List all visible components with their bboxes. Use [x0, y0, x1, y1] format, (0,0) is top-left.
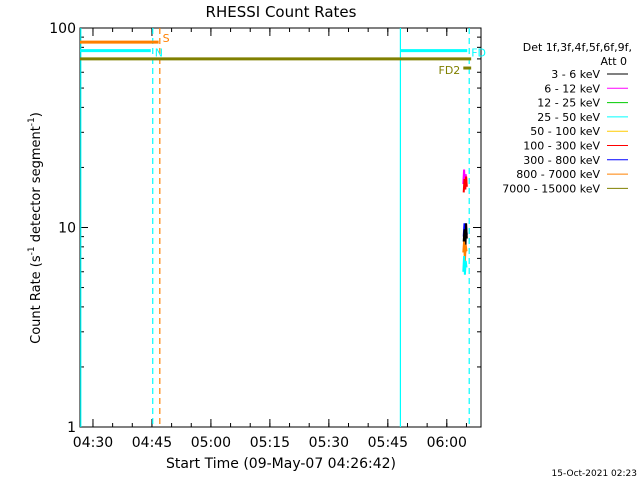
y-axis-label-main: Count Rate (s	[29, 255, 44, 344]
legend-header-detectors: Det 1f,3f,4f,5f,6f,9f,	[523, 41, 632, 54]
flag-label: FD	[471, 47, 486, 60]
x-tick-label: 04:30	[73, 435, 113, 451]
legend-entry-label: 12 - 25 keV	[537, 97, 600, 110]
y-tick-label: 10	[58, 221, 76, 237]
legend-entry-label: 7000 - 15000 keV	[502, 182, 600, 195]
legend-entry-label: 100 - 300 keV	[523, 140, 600, 153]
x-tick-label: 05:45	[368, 435, 408, 451]
y-axis-label: Count Rate (s-1 detector segment-1)	[27, 112, 44, 344]
flag-label: FD2	[439, 64, 461, 77]
y-tick-label: 1	[67, 420, 76, 436]
flag-label: N	[155, 47, 163, 60]
chart-title: RHESSI Count Rates	[206, 3, 357, 21]
x-tick-label: 05:30	[309, 435, 349, 451]
legend-entry-label: 800 - 7000 keV	[516, 168, 600, 181]
x-axis-label: Start Time (09-May-07 04:26:42)	[166, 456, 396, 472]
data-series	[462, 169, 468, 275]
legend-entry-label: 25 - 50 keV	[537, 111, 600, 124]
series-line	[462, 176, 468, 193]
series-line	[462, 255, 468, 275]
y-tick-label: 100	[49, 21, 76, 37]
y-axis-label-end: )	[29, 112, 44, 117]
legend-entry-label: 3 - 6 keV	[551, 68, 600, 81]
legend-entry-label: 6 - 12 keV	[544, 82, 600, 95]
legend-header-attenuator: Att 0	[601, 55, 627, 68]
y-axis-label-mid: detector segment	[29, 126, 44, 246]
x-tick-label: 06:00	[427, 435, 467, 451]
y-axis-label-sup1: -1	[27, 246, 37, 255]
flag-bars: SN FD FD2	[80, 32, 486, 77]
flag-label: S	[163, 32, 170, 45]
axes: 100 10 104:30 04:45 05:00 05:15 05:30 05:45 06:0…	[49, 21, 482, 451]
x-tick-label: 05:00	[191, 435, 231, 451]
vertical-markers	[80, 28, 470, 427]
legend-entry-label: 300 - 800 keV	[523, 154, 600, 167]
x-tick-label: 04:45	[132, 435, 172, 451]
footer-date: 15-Oct-2021 02:23	[552, 469, 637, 479]
y-axis-label-sup2: -1	[27, 117, 37, 126]
x-tick-label: 05:15	[250, 435, 290, 451]
legend-entry-label: 50 - 100 keV	[530, 125, 600, 138]
plot-frame	[79, 27, 482, 428]
